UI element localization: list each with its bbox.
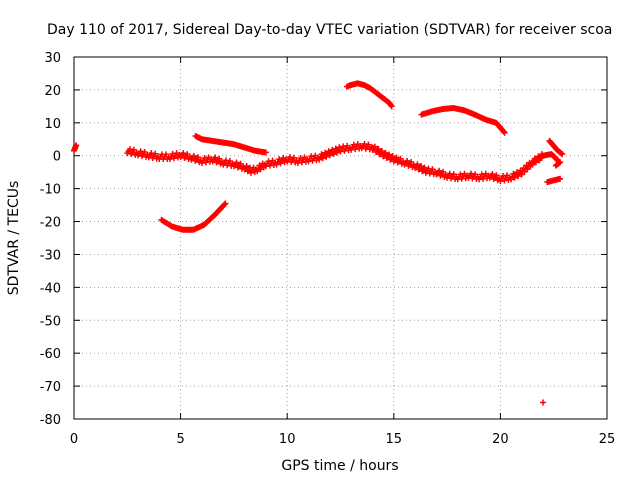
data-point xyxy=(233,159,240,166)
data-point xyxy=(388,103,395,110)
data-point xyxy=(389,153,396,160)
y-tick-label: -60 xyxy=(40,347,61,362)
series-main-b xyxy=(369,143,547,185)
x-tick-label: 5 xyxy=(176,432,184,447)
data-point xyxy=(493,172,500,179)
data-point xyxy=(212,154,219,161)
x-axis-label: GPS time / hours xyxy=(281,458,398,474)
data-point xyxy=(316,156,323,163)
data-point xyxy=(489,170,496,177)
data-point xyxy=(190,152,197,159)
y-tick-label: -10 xyxy=(40,183,61,198)
data-point xyxy=(436,167,443,174)
data-point xyxy=(262,149,269,156)
y-tick-label: 0 xyxy=(53,150,61,165)
data-point xyxy=(243,163,250,170)
x-tick-label: 0 xyxy=(70,432,78,447)
series-t0-spike xyxy=(71,142,80,154)
x-tick-label: 20 xyxy=(492,432,509,447)
y-tick-label: -50 xyxy=(40,314,61,329)
chart-title: Day 110 of 2017, Sidereal Day-to-day VTE… xyxy=(47,22,612,38)
series-arc-14 xyxy=(418,105,508,136)
data-point xyxy=(378,148,385,155)
x-tick-label: 10 xyxy=(279,432,296,447)
data-point xyxy=(194,154,201,161)
y-tick-label: -80 xyxy=(40,413,61,428)
series-late-mid xyxy=(529,151,561,166)
data-point xyxy=(404,157,411,164)
data-point xyxy=(501,129,508,136)
data-point xyxy=(371,143,378,150)
y-tick-label: 30 xyxy=(44,51,61,66)
y-tick-label: 10 xyxy=(44,117,61,132)
data-point xyxy=(540,399,547,406)
data-point xyxy=(397,155,404,162)
data-point xyxy=(500,128,507,135)
data-point xyxy=(557,159,564,166)
data-point xyxy=(237,160,244,167)
x-tick-label: 25 xyxy=(599,432,616,447)
plot-frame xyxy=(73,56,608,420)
x-axis-ticks: 0 5 10 15 20 25 xyxy=(70,57,615,447)
data-point xyxy=(421,164,428,171)
data-point xyxy=(221,201,228,208)
data-point xyxy=(558,150,565,157)
data-point xyxy=(73,142,80,149)
series-outlier xyxy=(540,399,547,406)
axes xyxy=(73,56,608,420)
series-dip-22 xyxy=(158,200,229,233)
y-tick-label: -70 xyxy=(40,380,61,395)
data-point xyxy=(323,153,330,160)
data-point xyxy=(515,173,522,180)
data-point xyxy=(554,156,561,163)
series-late-upper xyxy=(546,137,566,158)
data-point xyxy=(418,163,425,170)
series-late-lower xyxy=(544,175,564,186)
data-point xyxy=(254,168,261,175)
data-point xyxy=(559,151,566,158)
y-axis-ticks: 30 20 10 0 -10 -20 -30 -40 -50 -60 -70 -80 xyxy=(40,51,607,428)
data-point xyxy=(557,175,564,182)
data-point xyxy=(319,155,326,162)
y-axis-label: SDTVAR / TECUs xyxy=(6,181,22,296)
x-tick-label: 15 xyxy=(386,432,403,447)
data-point xyxy=(511,174,518,181)
data-point xyxy=(375,145,382,152)
series-upper-mid xyxy=(192,132,269,156)
y-tick-label: -30 xyxy=(40,248,61,263)
data-point xyxy=(414,161,421,168)
data-point xyxy=(382,149,389,156)
data-point xyxy=(216,155,223,162)
y-tick-label: -20 xyxy=(40,216,61,231)
data-point xyxy=(257,166,264,173)
series-peak-21 xyxy=(343,80,395,110)
data-point xyxy=(393,154,400,161)
y-tick-label: -40 xyxy=(40,281,61,296)
data-point xyxy=(440,168,447,175)
series-late-dip xyxy=(552,159,564,169)
data-points xyxy=(71,80,566,406)
data-point xyxy=(386,151,393,158)
data-point xyxy=(556,160,563,167)
data-point xyxy=(508,176,515,183)
data-point xyxy=(408,159,415,166)
grid-lines xyxy=(74,57,607,419)
data-point xyxy=(222,200,229,207)
y-tick-label: 20 xyxy=(44,84,61,99)
series-main-a xyxy=(124,140,376,176)
